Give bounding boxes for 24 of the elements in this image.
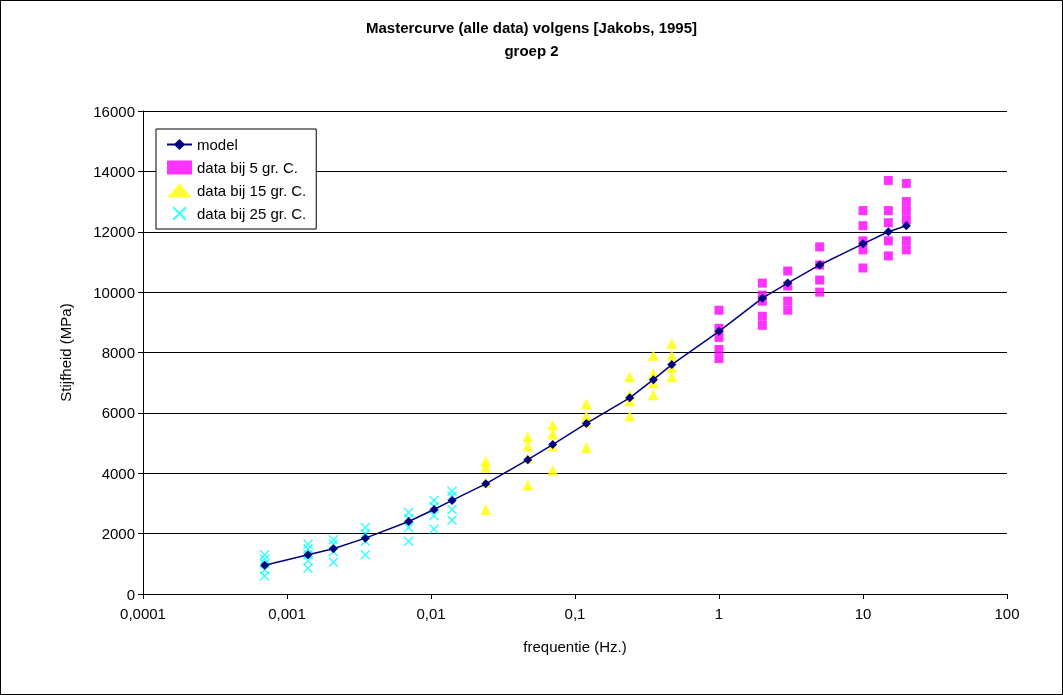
x-tick-label: 100	[994, 605, 1020, 622]
x-tick-label: 0,1	[564, 605, 586, 622]
y-tick-label: 8000	[101, 344, 135, 361]
y-tick-label: 4000	[101, 464, 135, 482]
x-tick-label: 0,0001	[120, 605, 166, 622]
y-tick-label: 6000	[101, 404, 135, 422]
y-tick-label: 16000	[93, 102, 135, 120]
legend-label: data bij 15 gr. C.	[197, 182, 307, 199]
chart-title: Mastercurve (alle data) volgens [Jakobs, 1995]	[366, 19, 697, 36]
y-axis-title: Stijfheid (MPa)	[57, 303, 74, 402]
legend-label: data bij 5 gr. C.	[197, 159, 298, 176]
x-tick-label: 1	[714, 605, 724, 622]
x-tick-label: 0,01	[416, 605, 446, 622]
legend-label: model	[197, 136, 238, 153]
chart-subtitle: groep 2	[504, 42, 559, 59]
x-axis-title: frequentie (Hz.)	[523, 638, 627, 655]
y-tick-label: 12000	[93, 223, 135, 241]
y-tick-label: 14000	[93, 162, 135, 180]
y-tick-label: 2000	[101, 525, 135, 543]
y-tick-label: 10000	[93, 283, 135, 301]
y-tick-label: 0	[126, 585, 135, 603]
x-tick-label: 10	[854, 605, 872, 622]
x-tick-label: 0,001	[268, 605, 306, 622]
legend-label: data bij 25 gr. C.	[197, 205, 307, 222]
